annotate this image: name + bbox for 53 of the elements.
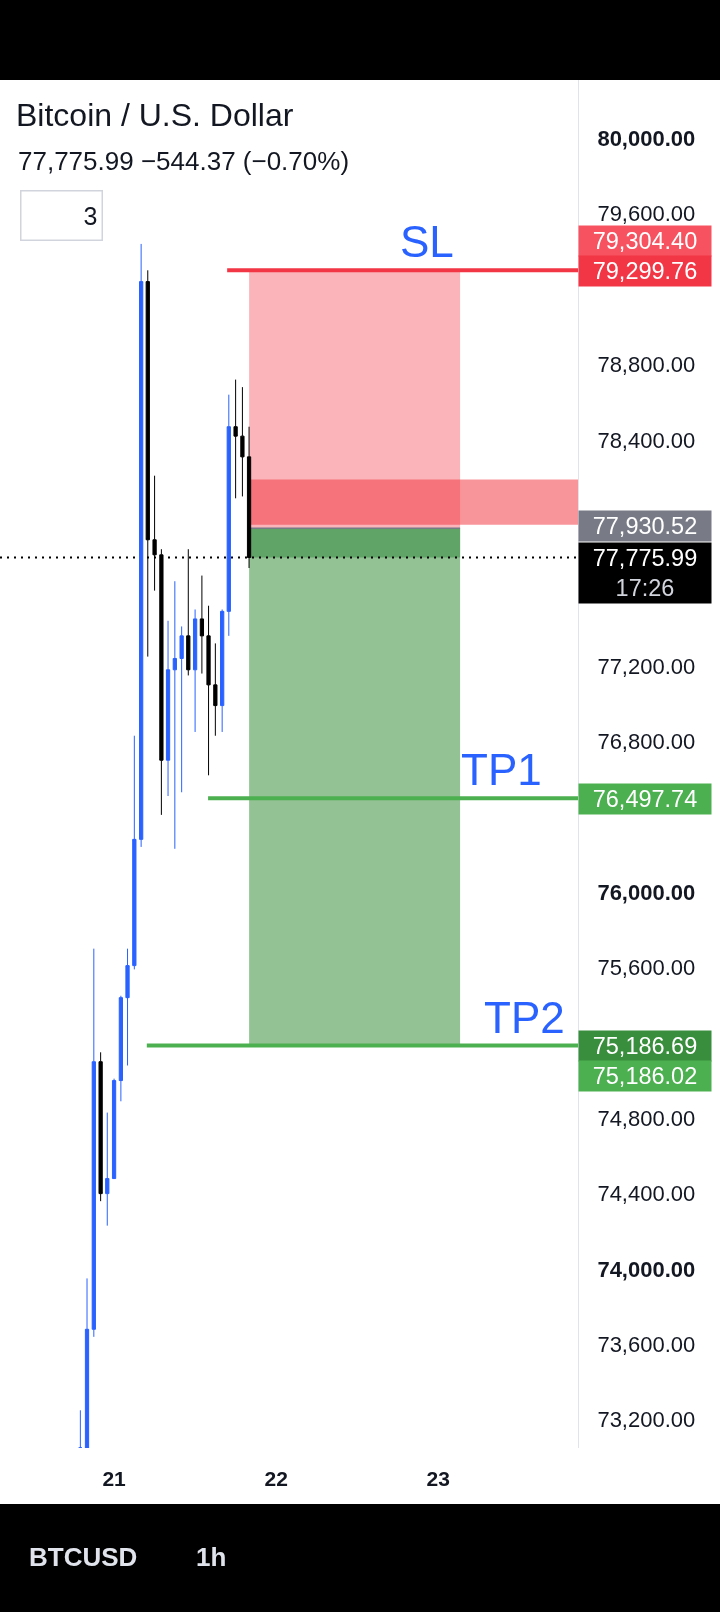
ref-line-label: 75,186.02 <box>592 1063 698 1089</box>
candlestick <box>105 1112 110 1227</box>
candlestick <box>111 1078 117 1180</box>
ref-line-label: 79,299.76 <box>592 258 698 284</box>
y-tick-label: 74,800.00 <box>597 1105 696 1131</box>
text: 79,304.40 <box>592 228 698 254</box>
candlestick <box>206 605 211 776</box>
candlestick <box>125 948 130 1066</box>
annotation: SL <box>400 217 454 266</box>
text: BTCUSD <box>29 1542 138 1572</box>
x-tick-label: 23 <box>426 1467 450 1490</box>
y-tick-label: 75,600.00 <box>597 955 696 981</box>
y-tick-label: 80,000.00 <box>597 126 696 152</box>
ref-line-label: 77,775.99 17:26 <box>592 544 698 602</box>
y-tick-label: 76,800.00 <box>597 729 696 755</box>
y-tick-label: 78,400.00 <box>597 427 696 453</box>
candlestick <box>220 608 225 733</box>
candlestick <box>159 548 164 816</box>
text: 77,930.52 <box>592 513 698 539</box>
candlestick <box>199 575 205 675</box>
candlestick <box>226 394 231 637</box>
y-tick-label: 79,600.00 <box>597 201 696 227</box>
y-tick-label: 74,000.00 <box>597 1256 696 1282</box>
text: Bitcoin / U.S. Dollar <box>16 97 294 134</box>
candlestick <box>172 580 177 850</box>
text: 75,186.69 <box>592 1033 698 1059</box>
annotation: TP2 <box>484 993 565 1042</box>
y-tick-label: 74,400.00 <box>597 1181 696 1207</box>
text: 1h <box>196 1542 227 1572</box>
ref-line-label: 76,497.74 <box>592 786 698 812</box>
y-tick-label: 73,200.00 <box>597 1407 696 1433</box>
x-tick-label: 22 <box>264 1467 288 1490</box>
y-tick-label: 73,600.00 <box>597 1332 696 1358</box>
candlestick <box>233 379 238 499</box>
y-tick-label: 76,000.00 <box>597 879 696 905</box>
candlestick <box>132 735 137 970</box>
annotation: TP1 <box>461 745 542 794</box>
y-tick-label: 78,800.00 <box>597 352 696 378</box>
candlestick <box>165 620 171 797</box>
candlestick <box>240 386 245 497</box>
candlestick <box>78 1409 83 1448</box>
y-tick-label: 77,200.00 <box>597 653 696 679</box>
candlestick <box>118 995 124 1102</box>
candlestick <box>139 243 144 848</box>
x-tick-label: 21 <box>102 1467 127 1490</box>
candlestick <box>179 625 184 793</box>
candlestick <box>91 948 96 1338</box>
candlestick <box>84 1277 90 1448</box>
annotation: 3 <box>83 201 98 230</box>
candlestick <box>192 608 198 733</box>
candlestick <box>213 642 218 737</box>
candlestick <box>98 1051 103 1202</box>
text: 77,775.99 −544.37 (−0.70%) <box>18 146 350 176</box>
